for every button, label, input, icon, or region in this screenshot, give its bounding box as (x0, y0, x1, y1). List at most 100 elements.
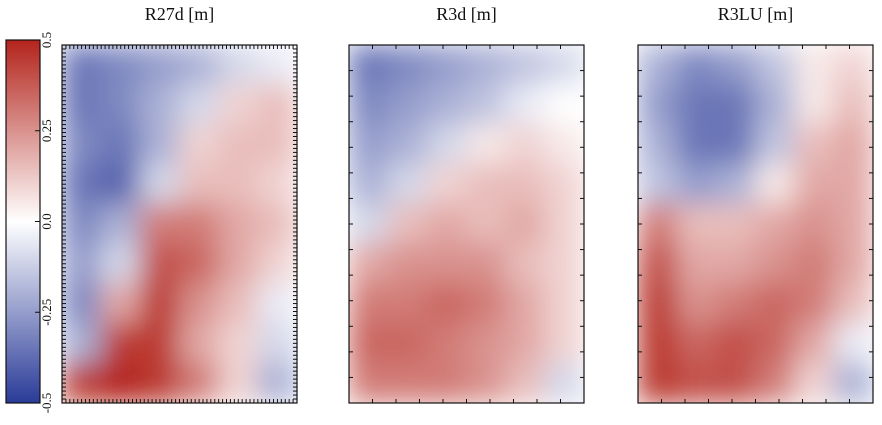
heatmap-cell (349, 322, 389, 364)
heatmap-cell (505, 322, 546, 364)
heatmap-cell (100, 124, 141, 165)
heatmap-cell (62, 322, 102, 364)
heatmap-cell (466, 362, 507, 403)
heatmap-cell (349, 283, 389, 324)
heatmap-cell (676, 45, 717, 86)
heatmap-cell (755, 322, 796, 364)
heatmap-cell (715, 283, 756, 324)
heatmap-cell (387, 322, 428, 364)
heatmap-cell (218, 362, 259, 403)
heatmap-cell (833, 283, 873, 324)
heatmap-cell (544, 163, 584, 205)
heatmap-cell (257, 362, 297, 403)
heatmap-cell (387, 84, 428, 126)
heatmap-cell (349, 203, 389, 245)
heatmap-cell (257, 124, 297, 165)
heatmap-cell (638, 45, 678, 86)
heatmap-cell (676, 203, 717, 245)
heatmap-cell (544, 322, 584, 364)
heatmap-cell (179, 362, 220, 403)
heatmap-cell (833, 124, 873, 165)
heatmap-cell (179, 283, 220, 324)
heatmap-cell (755, 163, 796, 205)
heatmap-cell (638, 243, 678, 285)
heatmap-cell (426, 243, 467, 285)
heatmap-cell (387, 45, 428, 86)
heatmap-cell (505, 163, 546, 205)
heatmap-cell (638, 283, 678, 324)
heatmap-cell (794, 45, 835, 86)
heatmap-cell (755, 243, 796, 285)
heatmap-cell (755, 362, 796, 403)
heatmap-cell (139, 243, 180, 285)
heatmap-cell (100, 45, 141, 86)
heatmap-cell (218, 243, 259, 285)
heatmap-cell (466, 45, 507, 86)
heatmap-cell (62, 163, 102, 205)
heatmap-cell (257, 283, 297, 324)
heatmap-cell (794, 163, 835, 205)
heatmap-cell (638, 84, 678, 126)
heatmap-cell (257, 243, 297, 285)
heatmap-cell (794, 84, 835, 126)
heatmap-cell (426, 84, 467, 126)
heatmap-cell (676, 124, 717, 165)
heatmap-cell (466, 283, 507, 324)
heatmap-cell (257, 163, 297, 205)
heatmap-cell (544, 243, 584, 285)
heatmap-cell (426, 203, 467, 245)
heatmap-cell (833, 84, 873, 126)
heatmap-cell (218, 203, 259, 245)
heatmap-cell (257, 322, 297, 364)
panel-title: R3LU [m] (718, 4, 794, 24)
heatmap-cell (794, 243, 835, 285)
heatmap-cell (179, 124, 220, 165)
heatmap-cell (62, 45, 102, 86)
heatmap-cells (349, 45, 584, 403)
heatmap-cell (833, 163, 873, 205)
heatmap-cell (100, 322, 141, 364)
heatmap-cell (466, 84, 507, 126)
heatmap-cell (676, 322, 717, 364)
heatmap-cell (62, 362, 102, 403)
heatmap-cell (349, 362, 389, 403)
panel-title: R3d [m] (436, 4, 497, 24)
heatmap (62, 45, 297, 403)
heatmap-cell (218, 283, 259, 324)
heatmap-cell (755, 283, 796, 324)
heatmap-cell (426, 283, 467, 324)
heatmap-cell (833, 45, 873, 86)
heatmap-cell (715, 362, 756, 403)
heatmap-cell (715, 45, 756, 86)
colorbar (5, 39, 41, 404)
heatmap-cell (139, 322, 180, 364)
heatmap-cell (100, 362, 141, 403)
heatmap-cell (426, 322, 467, 364)
heatmap-cell (349, 124, 389, 165)
heatmap-cell (505, 203, 546, 245)
heatmap-cell (833, 362, 873, 403)
heatmap-cells (638, 45, 873, 403)
heatmap-cell (505, 84, 546, 126)
heatmap-cell (505, 45, 546, 86)
heatmap-cell (505, 243, 546, 285)
colorbar-tick-label: -0.5 (39, 393, 54, 414)
heatmap-cell (139, 45, 180, 86)
heatmap-cell (179, 163, 220, 205)
heatmap-cell (426, 163, 467, 205)
heatmap-cell (755, 203, 796, 245)
heatmap-cell (544, 124, 584, 165)
heatmap-cell (676, 243, 717, 285)
heatmap-cell (139, 283, 180, 324)
heatmap-cell (715, 124, 756, 165)
heatmap-cell (466, 203, 507, 245)
heatmap-cell (715, 243, 756, 285)
heatmap-cell (466, 243, 507, 285)
heatmap-cell (257, 45, 297, 86)
heatmap-cell (100, 84, 141, 126)
heatmap-cell (218, 124, 259, 165)
heatmap-cell (349, 163, 389, 205)
heatmap-cell (544, 84, 584, 126)
heatmap-cell (426, 362, 467, 403)
